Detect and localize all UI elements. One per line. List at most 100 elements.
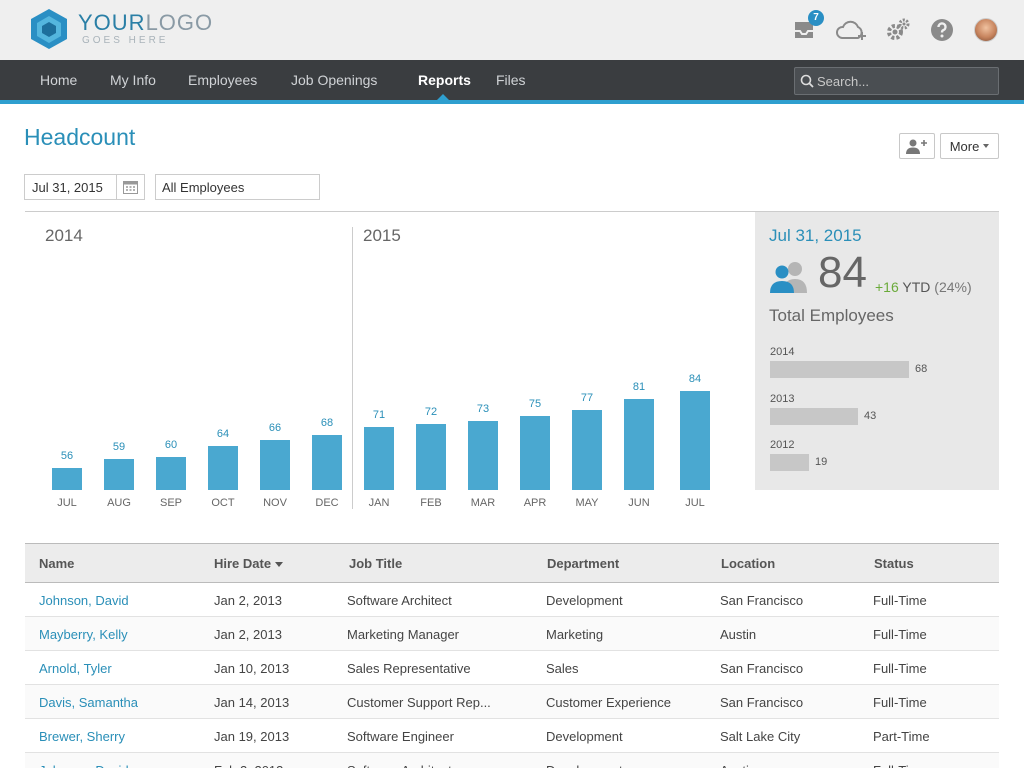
employee-name-link[interactable]: Arnold, Tyler: [39, 661, 112, 676]
sort-down-icon: [275, 562, 284, 568]
bar-value-label: 77: [580, 392, 594, 404]
table-cell: Part-Time: [873, 729, 930, 744]
table-cell: Software Architect: [347, 593, 452, 608]
chart-bar[interactable]: [520, 416, 550, 490]
bar-value-label: 59: [112, 441, 126, 453]
table-cell: Jan 10, 2013: [214, 661, 290, 676]
x-axis-label: JAN: [368, 497, 390, 509]
page-title: Headcount: [24, 124, 136, 150]
bar-value-label: 71: [372, 409, 386, 421]
year-label-2015: 2015: [363, 226, 401, 245]
x-axis-label: APR: [523, 497, 547, 509]
bar-value-label: 75: [528, 398, 542, 410]
column-header-job-title[interactable]: Job Title: [349, 556, 403, 571]
chart-bar[interactable]: [416, 424, 446, 490]
bar-value-label: 64: [216, 428, 230, 440]
chart-bar[interactable]: [156, 457, 186, 490]
help-button[interactable]: [928, 16, 956, 44]
settings-button[interactable]: [884, 16, 912, 44]
year-divider: [352, 227, 353, 509]
chart-bar[interactable]: [572, 410, 602, 490]
total-employees-label: Total Employees: [769, 306, 894, 325]
employee-filter-value: All Employees: [162, 180, 245, 195]
table-row[interactable]: Arnold, Tyler Jan 10, 2013 Sales Represent…: [25, 651, 999, 685]
employee-filter-select[interactable]: All Employees: [155, 174, 320, 200]
chart-bar[interactable]: [52, 468, 82, 490]
employee-name-link[interactable]: Johnson, David: [39, 593, 129, 608]
table-cell: Development: [546, 763, 623, 768]
bar-value-label: 66: [268, 422, 282, 434]
column-header-status[interactable]: Status: [874, 556, 914, 571]
chart-bar[interactable]: [468, 421, 498, 490]
bar-value-label: 68: [320, 417, 334, 429]
year-bar: [770, 408, 858, 425]
bar-value-label: 84: [688, 373, 702, 385]
nav-item-home[interactable]: Home: [40, 72, 78, 88]
table-cell: Development: [546, 729, 623, 744]
employee-name-link[interactable]: Davis, Samantha: [39, 695, 138, 710]
table-row[interactable]: Johnson, David Jan 2, 2013 Software Archit…: [25, 583, 999, 617]
table-body: Johnson, David Jan 2, 2013 Software Archit…: [25, 583, 999, 768]
date-field[interactable]: Jul 31, 2015: [24, 174, 145, 200]
add-person-button[interactable]: [899, 133, 935, 159]
logo[interactable]: YOURLOGO GOES HERE: [28, 8, 213, 50]
table-cell: Feb 2, 2013: [214, 763, 283, 768]
table-cell: Jan 14, 2013: [214, 695, 290, 710]
x-axis-label: MAY: [575, 497, 599, 509]
column-header-name[interactable]: Name: [39, 556, 75, 571]
x-axis-label: FEB: [420, 497, 442, 509]
chevron-down-icon: [983, 144, 990, 148]
bar-value-label: 56: [60, 450, 74, 462]
x-axis-label: JUL: [685, 497, 705, 509]
table-cell: Jan 2, 2013: [214, 593, 282, 608]
chart-bar[interactable]: [312, 435, 342, 490]
table-row[interactable]: Johnson, David Feb 2, 2013 Software Archit…: [25, 753, 999, 768]
year-label-2014: 2014: [45, 226, 83, 245]
inbox-button[interactable]: 7: [790, 10, 824, 44]
chart-bar[interactable]: [624, 399, 654, 490]
search-input[interactable]: [817, 72, 993, 90]
more-button-label: More: [949, 138, 980, 154]
table-cell: Marketing: [546, 627, 604, 642]
chart-bar[interactable]: [104, 459, 134, 490]
nav-item-job-openings[interactable]: Job Openings: [291, 72, 378, 88]
chart-bar[interactable]: [364, 427, 394, 490]
date-value: Jul 31, 2015: [32, 180, 103, 195]
chart-bar[interactable]: [680, 391, 710, 490]
year-value: 68: [915, 363, 928, 375]
x-axis-label: MAR: [470, 497, 496, 509]
notification-badge: 7: [808, 10, 824, 26]
table-cell: Sales Representative: [347, 661, 471, 676]
nav-item-my-info[interactable]: My Info: [110, 72, 156, 88]
main-nav: Home My Info Employees Job Openings Repo…: [0, 60, 1024, 104]
table-row[interactable]: Mayberry, Kelly Jan 2, 2013 Marketing Mana…: [25, 617, 999, 651]
column-header-location[interactable]: Location: [721, 556, 776, 571]
table-cell: San Francisco: [720, 593, 804, 608]
logo-tagline: GOES HERE: [82, 35, 169, 46]
table-row[interactable]: Davis, Samantha Jan 14, 2013 Customer Supp…: [25, 685, 999, 719]
search-icon: [800, 74, 814, 88]
cloud-upload-button[interactable]: [834, 16, 868, 44]
column-header-hire-date[interactable]: Hire Date: [214, 556, 284, 571]
employee-name-link[interactable]: Brewer, Sherry: [39, 729, 125, 744]
more-button[interactable]: More: [940, 133, 999, 159]
nav-item-reports[interactable]: Reports: [418, 72, 471, 88]
calendar-button[interactable]: [116, 175, 144, 199]
nav-item-employees[interactable]: Employees: [188, 72, 258, 88]
employee-name-link[interactable]: Johnson, David: [39, 763, 129, 768]
table-header: Name Hire Date Job Title Department Loca…: [25, 543, 999, 583]
cloud-add-icon: [836, 20, 866, 40]
chart-bar[interactable]: [260, 440, 290, 490]
table-cell: Full-Time: [873, 695, 927, 710]
year-label: 2013: [770, 393, 795, 405]
nav-item-files[interactable]: Files: [496, 72, 526, 88]
column-header-department[interactable]: Department: [547, 556, 620, 571]
table-row[interactable]: Brewer, Sherry Jan 19, 2013 Software Engin…: [25, 719, 999, 753]
user-menu-button[interactable]: [972, 16, 1000, 44]
chart-bar[interactable]: [208, 446, 238, 490]
logo-text: YOURLOGO: [78, 10, 214, 35]
year-label: 2014: [770, 346, 795, 358]
employee-name-link[interactable]: Mayberry, Kelly: [39, 627, 128, 642]
year-value: 43: [864, 410, 877, 422]
table-cell: Full-Time: [873, 627, 927, 642]
